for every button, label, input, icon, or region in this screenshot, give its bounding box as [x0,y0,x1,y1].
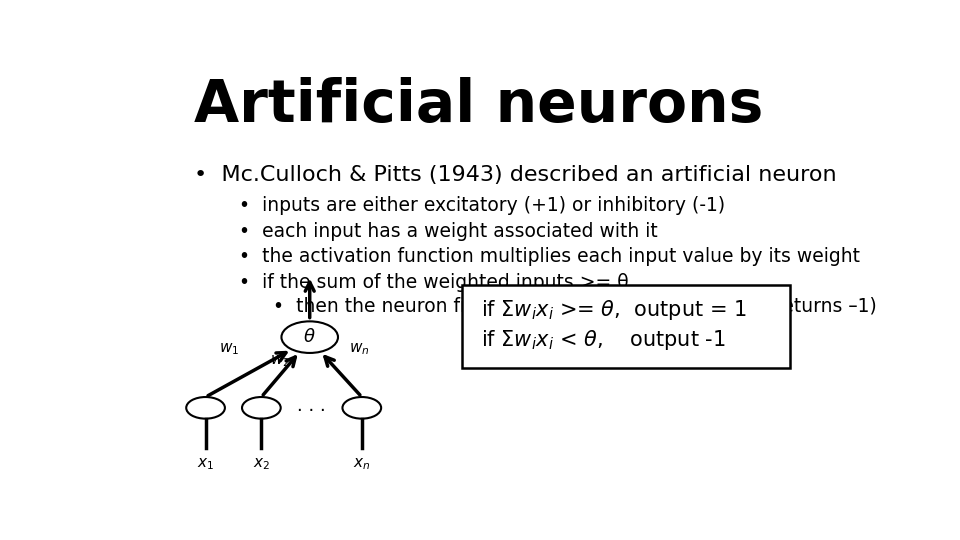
Text: . . .: . . . [298,397,326,415]
Text: if $\Sigma w_i x_i$ < $\theta$,    output -1: if $\Sigma w_i x_i$ < $\theta$, output -… [481,328,726,353]
Text: $\theta$: $\theta$ [303,328,316,346]
Text: $x_2$: $x_2$ [252,456,270,472]
Text: •  inputs are either excitatory (+1) or inhibitory (-1): • inputs are either excitatory (+1) or i… [239,196,725,215]
Text: •  each input has a weight associated with it: • each input has a weight associated wit… [239,221,658,240]
Text: •  then the neuron fires (returns 1), else doesn't fire (returns –1): • then the neuron fires (returns 1), els… [273,297,876,316]
Text: •  Mc.Culloch & Pitts (1943) described an artificial neuron: • Mc.Culloch & Pitts (1943) described an… [194,165,837,185]
Text: $w_2$: $w_2$ [270,353,290,369]
Text: $w_n$: $w_n$ [349,342,370,357]
Text: $x_1$: $x_1$ [197,456,214,472]
FancyBboxPatch shape [463,285,789,368]
Text: $w_1$: $w_1$ [219,342,239,357]
Text: •  if the sum of the weighted inputs >= θ,: • if the sum of the weighted inputs >= θ… [239,273,635,292]
Text: $x_n$: $x_n$ [353,456,371,472]
Text: Artificial neurons: Artificial neurons [194,77,764,134]
Text: •  the activation function multiplies each input value by its weight: • the activation function multiplies eac… [239,247,860,266]
Text: if $\Sigma w_i x_i$ >= $\theta$,  output = 1: if $\Sigma w_i x_i$ >= $\theta$, output … [481,298,747,322]
